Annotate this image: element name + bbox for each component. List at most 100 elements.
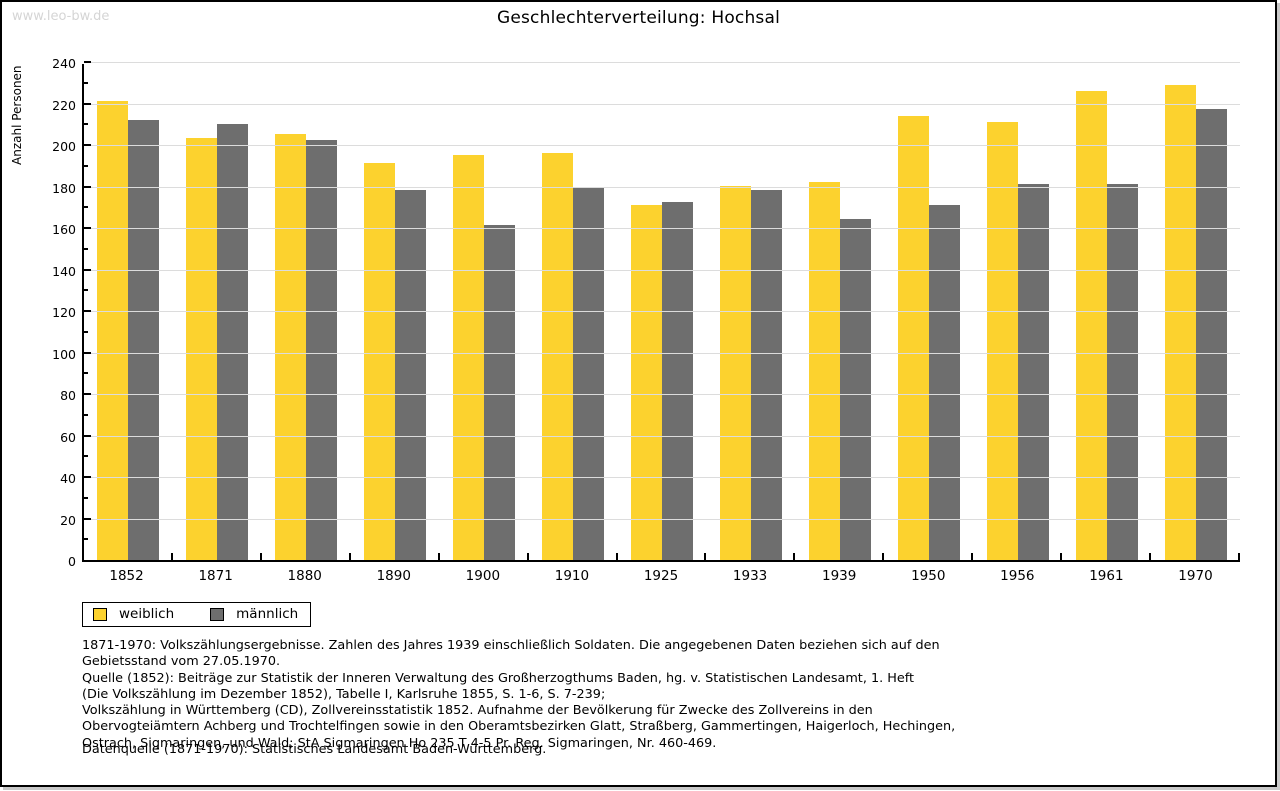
gridline-y-140: [84, 269, 1240, 271]
watermark-url: www.leo-bw.de: [12, 9, 110, 24]
y-axis-tick-labels: 0 20 40 60 80 100 120 140 160 180 200 220 240: [2, 57, 76, 569]
bar-männlich-1871: [217, 123, 249, 560]
x-tick-label-1933: 1933: [732, 568, 768, 584]
y-tick-label-160: 160: [52, 222, 76, 237]
y-major-tick-40: [84, 476, 91, 478]
x-tick-10: [971, 553, 974, 560]
bar-group-1880: [262, 64, 351, 560]
footnote-line: Quelle (1852): Beiträge zur Statistik de…: [82, 670, 915, 686]
legend-label-weiblich: weiblich: [119, 606, 175, 622]
x-tick-12: [1149, 553, 1152, 560]
bar-männlich-1939: [839, 219, 871, 560]
x-tick-4: [437, 553, 440, 560]
gridline-y-200: [84, 145, 1240, 146]
x-tick-8: [793, 553, 796, 560]
footnote-line: Volkszählung in Württemberg (CD), Zollve…: [82, 703, 873, 719]
bar-weiblich-1900: [453, 154, 485, 560]
gridline-y-60: [84, 435, 1240, 437]
footnote-line: 1871-1970: Volkszählungsergebnisse. Zahl…: [82, 638, 940, 653]
y-minor-tick-210: [84, 123, 88, 126]
bar-männlich-1852: [128, 119, 160, 560]
bar-weiblich-1910: [542, 152, 574, 560]
bar-group-1970: [1151, 64, 1240, 560]
y-tick-label-180: 180: [52, 180, 76, 196]
bar-group-1852: [84, 64, 173, 560]
x-tick-11: [1060, 553, 1063, 560]
bar-group-1950: [884, 64, 973, 560]
bar-männlich-1880: [306, 140, 338, 560]
footnote-line: Gebietsstand vom 27.05.1970.: [82, 654, 281, 670]
x-tick-3: [348, 553, 351, 560]
y-minor-tick-30: [84, 496, 88, 499]
bar-group-1956: [973, 64, 1062, 560]
legend: weiblich männlich: [82, 602, 312, 627]
y-tick-label-80: 80: [60, 388, 76, 403]
y-minor-tick-50: [84, 455, 88, 458]
legend-item-maennlich: männlich: [210, 606, 298, 622]
y-tick-label-140: 140: [52, 263, 76, 279]
gridline-y-160: [84, 228, 1240, 229]
footnote-line: Ostrach, Sigmaringen, und Wald; StA Sigm…: [82, 735, 717, 751]
x-tick-label-1852: 1852: [109, 568, 144, 584]
weiblich-swatch-icon: [93, 607, 107, 621]
x-tick-13: [1238, 553, 1240, 560]
gridline-y-100: [84, 352, 1240, 354]
x-tick-label-1871: 1871: [198, 568, 233, 584]
maennlich-swatch-icon: [210, 607, 225, 621]
bar-group-1910: [529, 64, 618, 560]
footnote-line: Obervogteiämtern Achberg und Trochtelfin…: [82, 719, 956, 735]
y-minor-tick-70: [84, 413, 88, 416]
bar-männlich-1933: [750, 190, 782, 560]
y-minor-tick-150: [84, 247, 88, 250]
x-tick-label-1910: 1910: [554, 568, 590, 584]
gridline-y-80: [84, 394, 1240, 395]
y-major-tick-140: [84, 268, 91, 271]
x-tick-label-1880: 1880: [287, 568, 322, 584]
bar-weiblich-1880: [275, 134, 307, 560]
bar-group-1939: [795, 64, 884, 560]
bar-männlich-1950: [928, 204, 960, 560]
bar-groups: [84, 64, 1240, 560]
gridline-y-20: [84, 518, 1240, 520]
gridline-y-240: [84, 62, 1240, 63]
x-tick-label-1956: 1956: [1000, 568, 1035, 584]
legend-item-weiblich: weiblich: [93, 606, 174, 622]
x-tick-label-1939: 1939: [821, 568, 857, 584]
y-minor-tick-90: [84, 372, 88, 375]
bar-weiblich-1925: [630, 204, 662, 560]
bar-group-1933: [706, 64, 795, 560]
x-tick-2: [259, 553, 262, 560]
bar-weiblich-1871: [186, 138, 218, 560]
x-tick-label-1925: 1925: [643, 568, 679, 584]
bar-männlich-1956: [1017, 183, 1049, 560]
bar-group-1961: [1062, 64, 1151, 560]
y-major-tick-120: [84, 310, 91, 312]
x-tick-label-1961: 1961: [1089, 568, 1124, 584]
x-tick-label-1890: 1890: [376, 568, 411, 584]
y-minor-tick-190: [84, 164, 88, 167]
x-tick-label-1900: 1900: [465, 568, 501, 584]
y-major-tick-100: [84, 351, 91, 354]
y-tick-label-60: 60: [60, 429, 76, 445]
bar-männlich-1925: [661, 202, 693, 560]
bar-weiblich-1970: [1164, 84, 1196, 560]
y-tick-label-220: 220: [52, 97, 76, 113]
x-tick-label-1970: 1970: [1178, 568, 1213, 584]
y-major-tick-20: [84, 517, 91, 520]
y-tick-label-20: 20: [60, 512, 76, 528]
y-major-tick-240: [84, 61, 91, 63]
bar-männlich-1910: [573, 188, 605, 560]
bar-weiblich-1890: [364, 163, 396, 560]
datasource-line: Datenquelle (1871-1970): Statistisches L…: [82, 742, 547, 757]
bar-männlich-1900: [484, 225, 516, 560]
x-tick-1: [170, 553, 173, 560]
y-tick-label-240: 240: [52, 56, 76, 71]
y-minor-tick-110: [84, 330, 88, 333]
bar-group-1890: [351, 64, 440, 560]
y-major-tick-220: [84, 102, 91, 105]
y-major-tick-160: [84, 227, 91, 229]
y-tick-label-100: 100: [52, 346, 76, 362]
plot-area: [82, 61, 1240, 562]
footnote-line: (Die Volkszählung im Dezember 1852), Tab…: [82, 686, 606, 702]
x-tick-label-1950: 1950: [911, 568, 946, 584]
